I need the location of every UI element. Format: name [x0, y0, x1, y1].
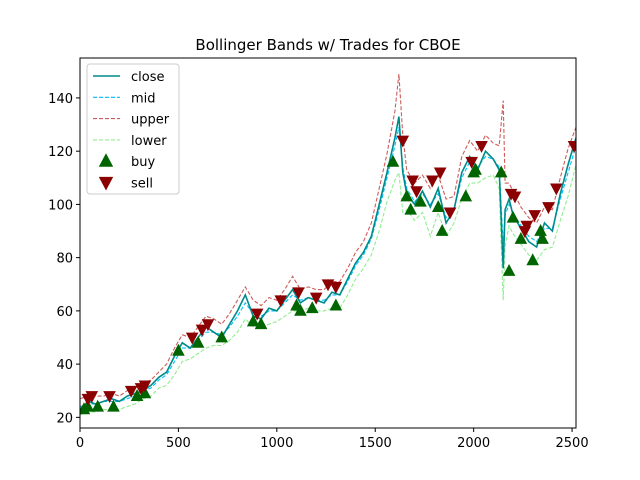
y-tick-label: 40: [56, 358, 73, 373]
sell-marker: [85, 391, 99, 404]
sell-marker: [550, 183, 563, 196]
legend-item-upper: upper: [93, 113, 170, 128]
series-close-line: [80, 116, 576, 410]
sell-marker: [195, 324, 209, 337]
buy-marker: [404, 202, 417, 215]
sell-marker: [508, 191, 522, 204]
buy-marker: [254, 317, 268, 330]
buy-marker: [469, 162, 482, 175]
sell-markers: [81, 135, 576, 406]
buy-marker: [400, 189, 414, 202]
sell-marker: [542, 202, 555, 215]
y-tick-label: 120: [48, 145, 73, 160]
legend-item-mid: mid: [93, 91, 156, 106]
legend-close-label: close: [131, 70, 164, 85]
legend-item-lower: lower: [93, 134, 167, 149]
plot-area-frame: [79, 57, 577, 429]
legend-sell-label: sell: [131, 177, 153, 192]
buy-marker: [172, 343, 185, 356]
y-tick-label: 60: [56, 305, 73, 320]
plot-area: [80, 73, 576, 416]
buy-markers: [80, 154, 549, 415]
buy-marker: [246, 314, 260, 327]
buy-marker: [435, 224, 449, 236]
buy-marker: [294, 303, 307, 316]
buy-marker: [526, 253, 539, 266]
series-lower-line: [80, 164, 576, 416]
y-tick-label: 20: [56, 411, 73, 426]
x-tick-label: 0: [76, 436, 84, 451]
buy-marker: [215, 330, 229, 343]
sell-marker: [124, 385, 138, 398]
buy-marker: [536, 232, 549, 244]
sell-marker: [329, 282, 343, 294]
sell-marker: [410, 186, 423, 199]
series-upper-line: [80, 73, 576, 400]
sell-marker: [520, 220, 534, 233]
sell-marker: [309, 292, 323, 305]
buy-marker: [506, 210, 520, 223]
sell-marker: [292, 287, 305, 300]
y-tick-label: 100: [48, 198, 73, 213]
sell-marker: [475, 140, 488, 153]
y-tick-label: 80: [56, 252, 73, 267]
x-tick-label: 1000: [260, 436, 293, 451]
legend-upper-label: upper: [131, 113, 170, 128]
buy-marker: [414, 194, 427, 207]
buy-marker: [502, 263, 516, 276]
sell-marker: [528, 210, 541, 223]
sell-marker: [201, 319, 215, 332]
legend-mid-label: mid: [131, 91, 156, 106]
sell-marker: [406, 175, 419, 188]
x-tick-label: 2000: [457, 436, 490, 451]
sell-marker: [426, 175, 439, 188]
buy-marker: [386, 154, 400, 167]
legend-buy-marker: [98, 153, 114, 167]
sell-marker: [433, 167, 447, 180]
buy-marker: [91, 399, 105, 412]
sell-marker: [396, 135, 410, 148]
sell-marker: [103, 391, 116, 404]
sell-marker: [465, 156, 478, 169]
buy-marker: [305, 301, 319, 314]
buy-marker: [534, 224, 547, 236]
sell-marker: [274, 295, 288, 308]
x-tick-label: 2500: [556, 436, 589, 451]
y-tick-label: 140: [48, 92, 73, 107]
sell-marker: [250, 308, 264, 321]
legend-item-buy: buy: [98, 153, 155, 170]
buy-marker: [191, 335, 205, 348]
sell-marker: [185, 332, 199, 345]
legend-buy-label: buy: [131, 155, 155, 170]
buy-marker: [494, 165, 508, 178]
buy-marker: [107, 399, 120, 412]
sell-marker: [567, 140, 576, 153]
sell-marker: [138, 380, 152, 393]
chart-title: Bollinger Bands w/ Trades for CBOE: [195, 36, 460, 54]
legend: close mid upper lower buy sell: [86, 63, 180, 195]
sell-marker: [443, 207, 457, 220]
legend-item-sell: sell: [98, 176, 153, 192]
buy-marker: [459, 189, 473, 202]
x-tick-label: 1500: [359, 436, 392, 451]
legend-lower-label: lower: [131, 134, 167, 149]
buy-marker: [514, 232, 528, 244]
axis-ticks: 0 500 1000 1500 2000 2500 20 40 60 80 100 120 140: [48, 92, 588, 451]
legend-sell-marker: [98, 176, 114, 191]
buy-marker: [431, 200, 445, 212]
buy-marker: [329, 298, 343, 311]
x-tick-label: 500: [166, 436, 191, 451]
legend-item-close: close: [93, 70, 164, 85]
